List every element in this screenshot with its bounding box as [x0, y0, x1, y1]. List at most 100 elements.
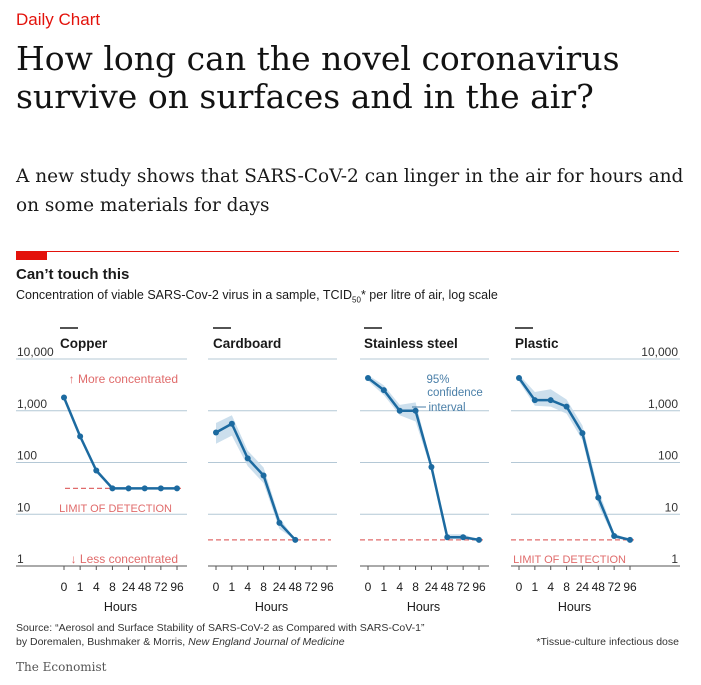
confidence-band: [368, 375, 479, 540]
x-tick-label: 0: [61, 580, 68, 594]
annotation-ci-line2: confidence: [427, 387, 483, 399]
source-line-2: by Doremalen, Bushmaker & Morris, New En…: [16, 635, 425, 649]
data-point: [276, 519, 283, 526]
x-tick-label: 4: [244, 580, 251, 594]
subheadline: A new study shows that SARS-CoV-2 can li…: [16, 166, 684, 216]
x-tick-label: 96: [320, 580, 334, 594]
x-tick-label: 96: [623, 580, 637, 594]
x-tick-label: 1: [381, 580, 388, 594]
x-tick-label: 72: [456, 580, 470, 594]
y-tick-label-right: 1,000: [648, 397, 678, 411]
y-tick-label-right: 100: [658, 449, 678, 463]
x-tick-label: 24: [122, 580, 136, 594]
y-tick-label-left: 100: [17, 449, 37, 463]
data-point: [595, 494, 602, 501]
data-point: [141, 485, 148, 492]
x-axis-label: Hours: [558, 600, 591, 614]
x-tick-label: 72: [607, 580, 621, 594]
x-tick-label: 72: [304, 580, 318, 594]
y-tick-label-left: 10,000: [17, 345, 54, 359]
annotation-ci-line1: 95%: [426, 374, 449, 386]
annotation-less-concentrated: ↓ Less concentrated: [71, 552, 178, 566]
source-journal: New England Journal of Medicine: [188, 636, 345, 648]
x-tick-label: 96: [170, 580, 184, 594]
x-tick-label: 8: [260, 580, 267, 594]
y-tick-label-right: 10,000: [641, 345, 678, 359]
x-tick-label: 0: [516, 580, 523, 594]
data-point: [380, 387, 387, 394]
confidence-band: [216, 415, 296, 540]
data-point: [292, 536, 299, 543]
x-tick-label: 48: [289, 580, 303, 594]
panel-title: Stainless steel: [364, 336, 458, 351]
source-line-1: Source: “Aerosol and Surface Stability o…: [16, 622, 425, 634]
data-point: [157, 485, 164, 492]
x-tick-label: 1: [229, 580, 236, 594]
data-point: [61, 394, 67, 401]
chart-subtitle: Concentration of viable SARS-Cov-2 virus…: [16, 288, 498, 305]
x-tick-label: 4: [93, 580, 100, 594]
data-point: [627, 536, 633, 543]
x-tick-label: 4: [396, 580, 403, 594]
x-tick-label: 24: [576, 580, 590, 594]
data-point: [213, 429, 219, 436]
data-point: [611, 532, 618, 539]
data-point: [396, 407, 403, 414]
x-axis-label: Hours: [255, 600, 288, 614]
data-point: [531, 397, 538, 404]
red-rule: [16, 251, 679, 252]
source-authors: by Doremalen, Bushmaker & Morris,: [16, 636, 189, 648]
x-tick-label: 96: [472, 580, 486, 594]
x-tick-label: 24: [273, 580, 287, 594]
kicker: Daily Chart: [16, 10, 101, 29]
data-point: [579, 430, 586, 437]
x-tick-label: 48: [138, 580, 152, 594]
headline: How long can the novel coronavirus survi…: [16, 39, 620, 116]
confidence-band: [64, 395, 177, 489]
y-tick-label-left: 10: [17, 500, 31, 514]
panel-title: Copper: [60, 336, 108, 351]
annotation-ci-line3: interval: [428, 402, 465, 414]
data-point: [563, 403, 570, 410]
panel-title: Cardboard: [213, 336, 281, 351]
data-point: [516, 374, 522, 381]
footnote: *Tissue-culture infectious dose: [536, 636, 679, 648]
chart-subtitle-tail: * per litre of air, log scale: [360, 288, 498, 302]
y-tick-label-right: 10: [665, 500, 679, 514]
y-tick-label-right: 1: [671, 552, 678, 566]
x-tick-label: 4: [547, 580, 554, 594]
data-point: [125, 485, 132, 492]
x-tick-label: 48: [592, 580, 606, 594]
data-point: [460, 534, 467, 541]
x-tick-label: 8: [563, 580, 570, 594]
confidence-band: [519, 374, 630, 540]
x-tick-label: 72: [154, 580, 168, 594]
y-tick-label-left: 1,000: [17, 397, 47, 411]
red-tag: [16, 252, 47, 260]
data-point: [260, 472, 267, 479]
series-line: [215, 422, 297, 541]
x-tick-label: 8: [412, 580, 419, 594]
data-point: [77, 433, 84, 440]
data-point: [93, 467, 100, 474]
chart-subtitle-text: Concentration of viable SARS-Cov-2 virus…: [16, 288, 353, 302]
x-tick-label: 0: [213, 580, 220, 594]
data-point: [476, 536, 482, 543]
x-tick-label: 24: [425, 580, 439, 594]
data-point: [412, 407, 419, 414]
data-point: [228, 420, 235, 427]
chart-subtitle-subscript: 50: [352, 295, 361, 305]
annotation-limit-plastic: LIMIT OF DETECTION: [513, 554, 626, 566]
chart-title: Can’t touch this: [16, 266, 130, 283]
x-tick-label: 48: [441, 580, 455, 594]
x-tick-label: 1: [532, 580, 539, 594]
x-axis-label: Hours: [104, 600, 137, 614]
annotation-limit-copper: LIMIT OF DETECTION: [59, 503, 172, 515]
panel-title: Plastic: [515, 336, 559, 351]
x-tick-label: 0: [365, 580, 372, 594]
data-point: [174, 485, 180, 492]
annotation-more-concentrated: ↑ More concentrated: [69, 372, 178, 386]
data-point: [444, 534, 451, 541]
data-point: [547, 397, 554, 404]
